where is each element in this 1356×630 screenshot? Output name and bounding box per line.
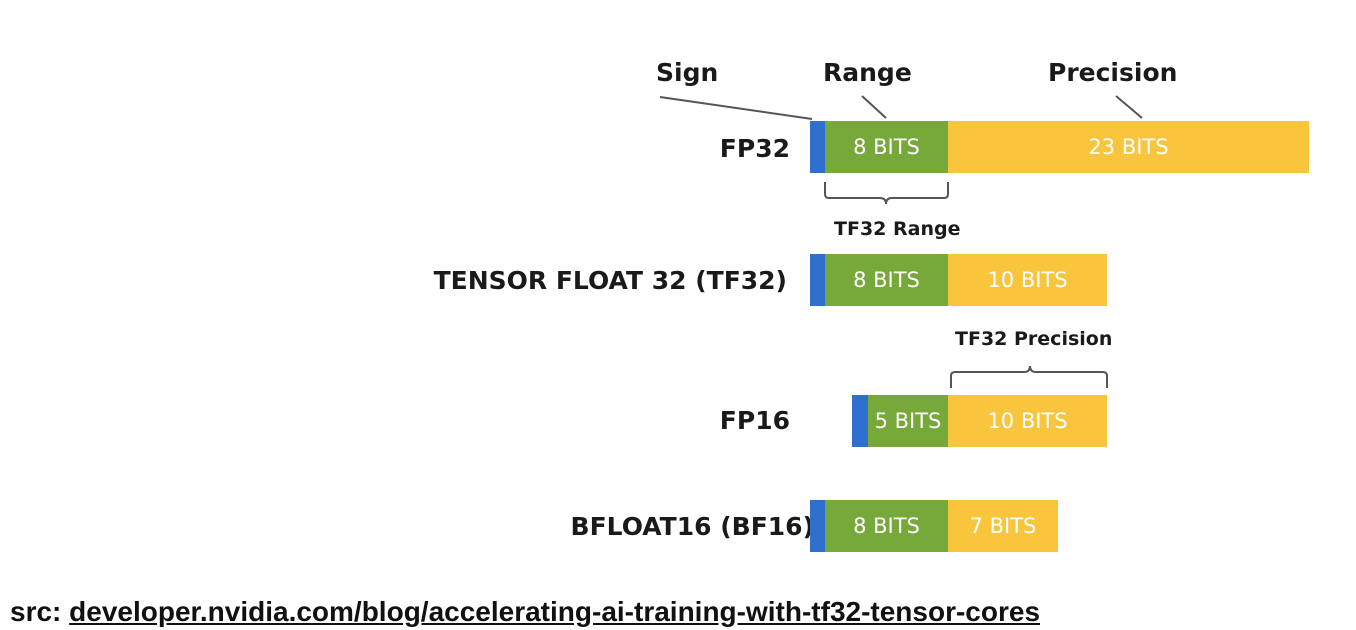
sign-leader-line (659, 96, 813, 120)
tf32-range-label: TF32 Range (834, 218, 961, 240)
sign-label: Sign (656, 58, 719, 87)
format-label-fp32: FP32 (719, 134, 790, 163)
tf32-range-bracket (824, 182, 949, 205)
format-label-fp16: FP16 (719, 406, 790, 435)
tf32-mantissa-segment: 10 BITS (948, 254, 1107, 306)
fp32-sign-bit (810, 121, 825, 173)
format-label-tf32: TENSOR FLOAT 32 (TF32) (433, 266, 787, 295)
precision-label: Precision (1048, 58, 1178, 87)
bf16-sign-bit (810, 500, 825, 552)
format-label-bf16: BFLOAT16 (BF16) (570, 512, 814, 541)
fp16-exponent-segment: 5 BITS (868, 395, 948, 447)
fp16-sign-bit (852, 395, 868, 447)
fp16-mantissa-segment: 10 BITS (948, 395, 1107, 447)
tf32-precision-bracket (950, 365, 1108, 388)
tf32-precision-label: TF32 Precision (955, 328, 1113, 350)
fp32-mantissa-segment: 23 BITS (948, 121, 1309, 173)
bf16-mantissa-segment: 7 BITS (948, 500, 1058, 552)
range-label: Range (823, 58, 912, 87)
fp32-exponent-segment: 8 BITS (825, 121, 948, 173)
source-link[interactable]: developer.nvidia.com/blog/accelerating-a… (69, 596, 1041, 627)
precision-leader-line (1115, 95, 1143, 119)
tf32-exponent-segment: 8 BITS (825, 254, 948, 306)
source-citation: src: developer.nvidia.com/blog/accelerat… (10, 596, 1040, 628)
bf16-exponent-segment: 8 BITS (825, 500, 948, 552)
range-leader-line (861, 95, 887, 119)
source-prefix: src: (10, 596, 62, 627)
tf32-sign-bit (810, 254, 825, 306)
